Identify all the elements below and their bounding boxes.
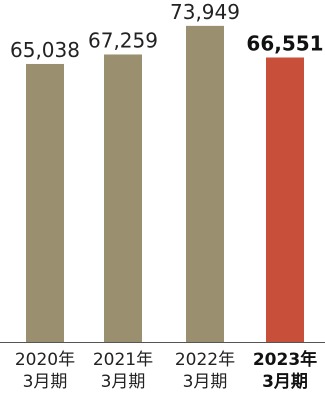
bar-1 xyxy=(104,54,142,342)
category-label-3-line-0: 2023年 xyxy=(253,349,317,370)
bar-0 xyxy=(26,63,64,342)
value-label-3: 66,551 xyxy=(246,31,323,55)
category-label-0-line-0: 2020年 xyxy=(15,350,75,370)
value-label-2: 73,949 xyxy=(170,0,240,24)
category-label-0-line-1: 3月期 xyxy=(23,372,68,392)
value-label-0: 65,038 xyxy=(10,38,80,62)
bar-3 xyxy=(266,57,304,342)
bars-group xyxy=(26,25,304,343)
category-label-2-line-0: 2022年 xyxy=(175,350,235,370)
category-label-2-line-1: 3月期 xyxy=(183,372,228,392)
value-label-1: 67,259 xyxy=(88,28,158,52)
bar-2 xyxy=(186,25,224,343)
category-label-1-line-0: 2021年 xyxy=(93,350,153,370)
category-label-1-line-1: 3月期 xyxy=(101,372,146,392)
category-label-3-line-1: 3月期 xyxy=(262,372,308,392)
